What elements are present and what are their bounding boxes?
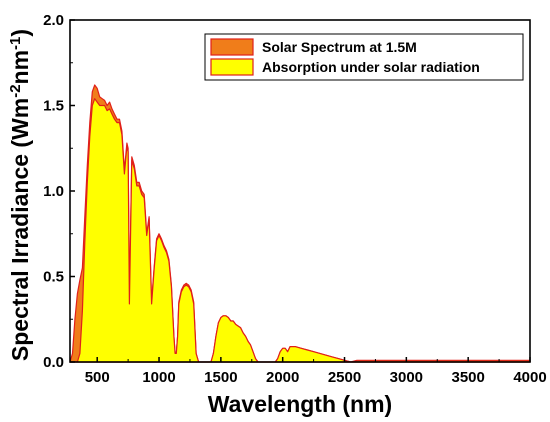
x-tick-label: 2000 — [266, 369, 299, 386]
legend: Solar Spectrum at 1.5M Absorption under … — [204, 33, 524, 81]
series-area-absorption — [69, 98, 531, 363]
y-axis-title-unit: nm — [7, 50, 33, 85]
legend-label-solar-spectrum: Solar Spectrum at 1.5M — [262, 39, 417, 55]
legend-swatch-absorption — [210, 58, 254, 76]
y-axis: 0.0 0.5 1.0 1.5 2.0 — [43, 12, 75, 371]
x-tick-label: 1000 — [142, 369, 175, 386]
x-tick-label: 4000 — [513, 369, 546, 386]
y-axis-title-exp2: -1 — [7, 37, 24, 50]
y-tick-label: 2.0 — [43, 12, 64, 29]
y-tick-label: 1.5 — [43, 98, 64, 115]
x-tick-label: 2500 — [328, 369, 361, 386]
y-tick-label: 0.0 — [43, 354, 64, 371]
series-layer — [69, 84, 531, 363]
x-tick-label: 1500 — [204, 369, 237, 386]
y-axis-title-exp1: -2 — [7, 84, 24, 97]
x-axis: 500 1000 1500 2000 2500 3000 3500 4000 — [85, 357, 547, 386]
x-tick-label: 500 — [85, 369, 110, 386]
plot-area: 500 1000 1500 2000 2500 3000 3500 4000 0.0 0.5 1.… — [43, 12, 547, 386]
legend-swatch-solar-spectrum — [210, 38, 254, 56]
y-axis-title-close: ) — [7, 29, 33, 37]
legend-box — [204, 33, 524, 81]
legend-label-absorption: Absorption under solar radiation — [262, 59, 480, 75]
x-tick-label: 3000 — [390, 369, 423, 386]
y-axis-title-main: Spectral Irradiance (Wm — [7, 98, 33, 361]
y-tick-label: 0.5 — [43, 269, 64, 286]
y-axis-title: Spectral Irradiance (Wm-2nm-1) — [7, 29, 33, 361]
y-tick-label: 1.0 — [43, 183, 64, 200]
x-axis-title: Wavelength (nm) — [208, 391, 392, 417]
x-tick-label: 3500 — [451, 369, 484, 386]
